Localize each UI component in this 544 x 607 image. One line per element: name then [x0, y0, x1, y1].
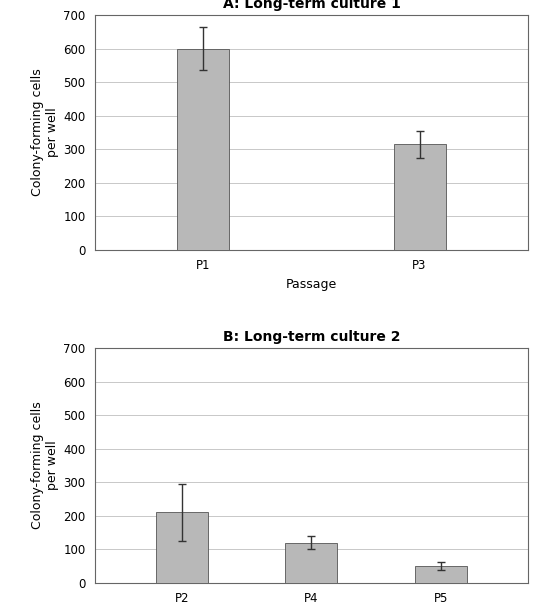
- Y-axis label: Colony-forming cells
per well: Colony-forming cells per well: [31, 69, 59, 196]
- Title: B: Long-term culture 2: B: Long-term culture 2: [222, 330, 400, 344]
- Bar: [286, 543, 337, 583]
- Y-axis label: Colony-forming cells
per well: Colony-forming cells per well: [31, 402, 59, 529]
- Title: A: Long-term culture 1: A: Long-term culture 1: [222, 0, 400, 12]
- Bar: [415, 566, 467, 583]
- Bar: [177, 49, 229, 249]
- Bar: [156, 512, 208, 583]
- X-axis label: Passage: Passage: [286, 278, 337, 291]
- Bar: [394, 144, 446, 249]
